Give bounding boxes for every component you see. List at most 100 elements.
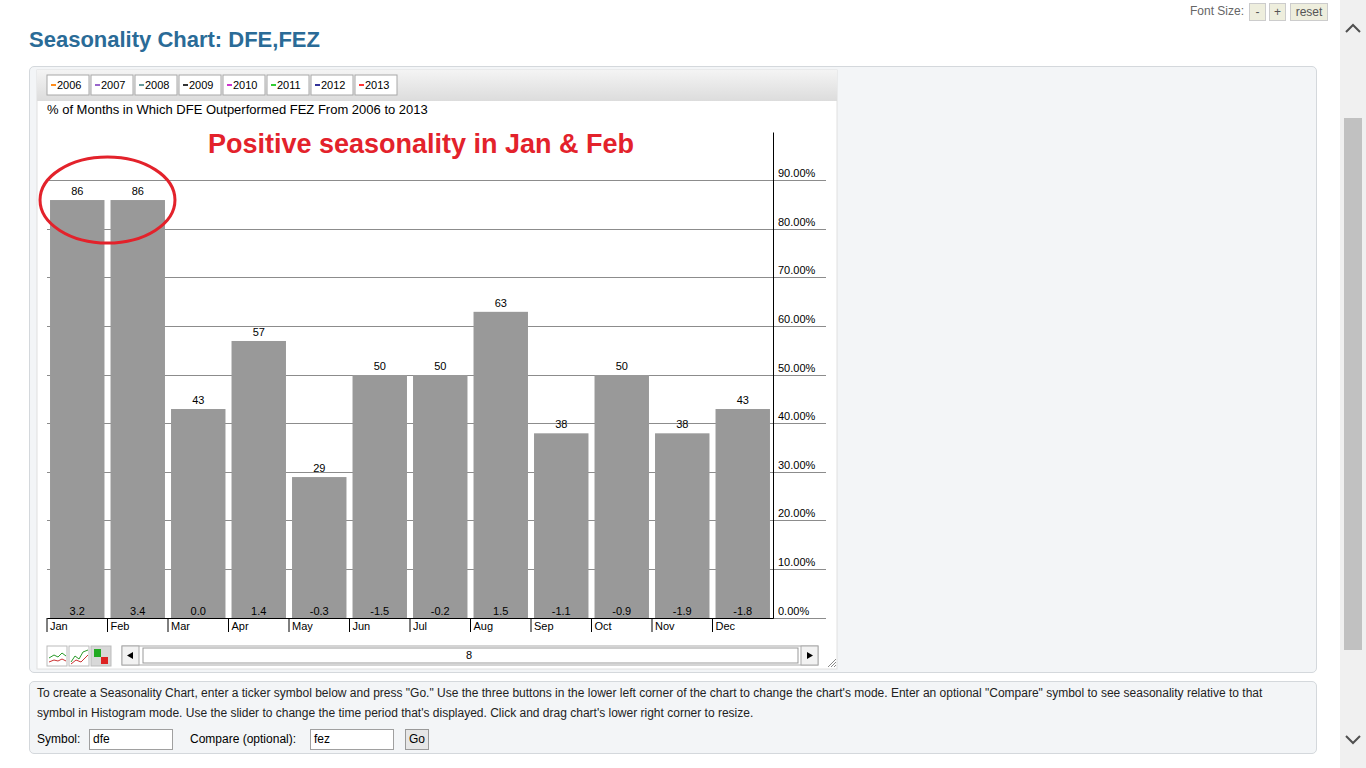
chart-svg: 20062007200820092010201120122013% of Mon… [0, 0, 1366, 768]
legend-swatch [51, 84, 56, 86]
footer-label: 3.2 [70, 605, 85, 617]
data-label: 50 [616, 360, 628, 372]
bar [232, 341, 286, 618]
data-label: 63 [495, 297, 507, 309]
legend-label[interactable]: 2010 [233, 79, 257, 91]
legend-box[interactable] [223, 75, 265, 95]
scrollbar-thumb[interactable] [1344, 118, 1362, 650]
legend-item[interactable]: 2006 [47, 75, 89, 95]
legend-box[interactable] [135, 75, 177, 95]
footer-label: 0.0 [191, 605, 206, 617]
legend-box[interactable] [311, 75, 353, 95]
legend-box[interactable] [47, 75, 89, 95]
instructions-text: To create a Seasonality Chart, enter a t… [37, 683, 1277, 725]
mode-icon [94, 649, 101, 657]
scroll-up-arrow[interactable] [1346, 25, 1360, 32]
mode-icon [101, 657, 108, 664]
compare-input[interactable]: fez [310, 729, 394, 750]
font-size-button[interactable]: reset [1290, 3, 1328, 21]
legend-item[interactable]: 2012 [311, 75, 353, 95]
scroll-down-arrow[interactable] [1346, 736, 1360, 743]
grid-line [47, 180, 826, 181]
mode-button[interactable] [47, 646, 67, 666]
x-tick: Aug [471, 618, 494, 632]
legend-label[interactable]: 2013 [365, 79, 389, 91]
symbol-input[interactable]: dfe [89, 729, 173, 750]
footer-label: 3.4 [130, 605, 145, 617]
y-tick: 20.00% [773, 507, 816, 521]
grid [47, 181, 826, 618]
legend-item[interactable]: 2009 [179, 75, 221, 95]
legend-swatch [183, 84, 188, 86]
legend-item[interactable]: 2013 [355, 75, 397, 95]
y-tick-label: 30.00% [778, 459, 816, 471]
slider-track[interactable] [122, 646, 818, 665]
x-tick: Jun [350, 618, 371, 632]
footer-label: -0.9 [612, 605, 631, 617]
x-tick: Jul [410, 618, 427, 632]
legend-label[interactable]: 2008 [145, 79, 169, 91]
x-tick: Apr [229, 618, 249, 632]
legend-swatch [139, 84, 144, 86]
slider-left-button[interactable] [122, 646, 139, 665]
compare-label: Compare (optional): [190, 732, 310, 750]
slider-right-button[interactable] [801, 646, 818, 665]
resize-grip[interactable] [828, 659, 836, 667]
mode-icon [49, 653, 66, 658]
y-tick-label: 40.00% [778, 410, 816, 422]
legend-label[interactable]: 2009 [189, 79, 213, 91]
x-tick-label: Dec [716, 620, 736, 632]
legend-box[interactable] [91, 75, 133, 95]
legend-label[interactable]: 2007 [101, 79, 125, 91]
data-label: 86 [71, 185, 83, 197]
resize-grip-line [828, 659, 836, 667]
go-button[interactable]: Go [405, 729, 429, 750]
y-tick: 90.00% [773, 167, 816, 181]
mode-button[interactable] [69, 646, 89, 666]
font-size-button[interactable]: + [1269, 3, 1286, 21]
data-label: 29 [313, 462, 325, 474]
data-label: 43 [737, 394, 749, 406]
x-tick: Mar [168, 618, 190, 632]
legend-item[interactable]: 2007 [91, 75, 133, 95]
symbol-label: Symbol: [37, 732, 97, 750]
legend-swatch [95, 84, 100, 86]
x-tick-label: Jan [50, 620, 68, 632]
x-tick: Oct [592, 618, 612, 632]
y-tick-label: 0.00% [778, 605, 809, 617]
bar [111, 200, 165, 618]
bar [474, 312, 528, 618]
bar [413, 375, 467, 618]
y-tick: 60.00% [773, 313, 816, 327]
slider-left-arrow[interactable] [127, 652, 133, 659]
data-label: 38 [676, 418, 688, 430]
x-tick-label: Oct [595, 620, 612, 632]
x-tick-mark [168, 618, 169, 632]
x-tick-mark [652, 618, 653, 632]
font-size-label: Font Size: [1180, 4, 1244, 22]
legend-label[interactable]: 2012 [321, 79, 345, 91]
legend-item[interactable]: 2008 [135, 75, 177, 95]
x-tick-label: Nov [655, 620, 675, 632]
legend-item[interactable]: 2010 [223, 75, 265, 95]
data-label: 50 [434, 360, 446, 372]
x-tick-mark [228, 618, 229, 632]
legend-box[interactable] [355, 75, 397, 95]
x-tick-label: Feb [111, 620, 130, 632]
annotation-ellipse [40, 157, 175, 243]
legend-label[interactable]: 2011 [277, 79, 301, 91]
x-tick-mark [107, 618, 108, 632]
font-size-button[interactable]: - [1249, 3, 1266, 21]
mode-button[interactable] [91, 646, 111, 666]
x-tick-mark [531, 618, 532, 632]
bar [50, 200, 104, 618]
slider-thumb[interactable] [143, 648, 798, 663]
legend-box[interactable] [179, 75, 221, 95]
legend-item[interactable]: 2011 [267, 75, 309, 95]
slider-right-arrow[interactable] [807, 652, 813, 659]
legend-label[interactable]: 2006 [57, 79, 81, 91]
slider[interactable]: 8 [122, 646, 818, 665]
footer-label: 1.4 [251, 605, 266, 617]
x-tick: Jan [47, 618, 68, 632]
legend-box[interactable] [267, 75, 309, 95]
